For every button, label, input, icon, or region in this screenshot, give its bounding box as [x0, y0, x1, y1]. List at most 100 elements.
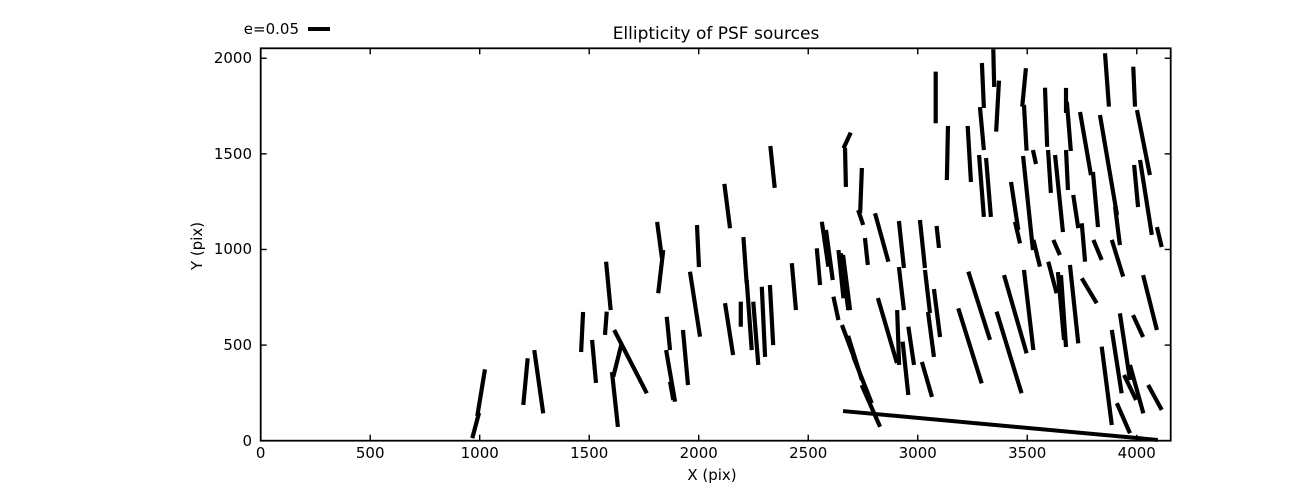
whisker-segment — [895, 310, 902, 366]
whisker-segment — [925, 311, 937, 358]
whisker-segment — [976, 154, 986, 218]
whisker-segment — [965, 125, 974, 183]
whisker-segment — [532, 349, 546, 414]
whisker-segment — [1127, 364, 1146, 414]
whisker-segment — [579, 311, 586, 353]
whisker-segment — [1042, 87, 1050, 147]
whisker-segment — [1058, 274, 1069, 348]
y-tick-label: 1000 — [213, 240, 252, 259]
whisker-segment — [919, 361, 934, 398]
x-tick-label: 3500 — [1008, 444, 1047, 462]
whisker-segment — [1012, 221, 1023, 244]
whisker-segment — [1077, 111, 1094, 176]
whisker-segment — [814, 248, 823, 286]
whisker-segment — [475, 369, 488, 417]
whisker-segment — [1079, 277, 1099, 305]
whisker-segment — [656, 249, 666, 294]
whisker-segment — [896, 266, 907, 311]
whisker-segment — [851, 355, 874, 404]
whisker-segment — [944, 125, 951, 181]
whisker-segment — [722, 183, 733, 229]
whisker-segment — [875, 297, 899, 364]
whisker-segment — [1109, 329, 1124, 394]
axes-frame — [259, 47, 1172, 442]
whisker-segment — [687, 271, 703, 337]
whisker-segment — [751, 301, 761, 366]
x-axis-label: X (pix) — [687, 466, 737, 484]
whisker-segment — [1046, 261, 1059, 294]
whisker-segment — [994, 311, 1024, 394]
whisker-segment — [470, 412, 482, 439]
whisker-segment — [1031, 239, 1042, 268]
legend: e=0.05 — [120, 20, 330, 38]
whisker-segment — [789, 263, 799, 311]
whisker-segment — [759, 286, 768, 358]
x-tick-label: 2500 — [789, 444, 828, 462]
whisker-segment — [922, 269, 933, 314]
whisker-segment — [767, 284, 776, 346]
whisker-segment — [1131, 66, 1138, 107]
whisker-segment — [1002, 274, 1029, 354]
x-tick-label: 1500 — [570, 444, 609, 462]
whisker-segment — [1020, 67, 1029, 107]
long-whisker-segment — [842, 409, 1158, 442]
whisker-segment — [858, 167, 864, 214]
y-tick-label: 0 — [242, 431, 252, 450]
whisker-segment — [977, 106, 986, 151]
x-tick-label: 4000 — [1117, 444, 1156, 462]
whisker-segment — [603, 261, 613, 311]
whisker-segment — [1114, 402, 1132, 435]
whisker-segment — [1071, 194, 1081, 229]
whisker-segment — [979, 62, 986, 109]
whisker-segment — [906, 326, 917, 366]
whisker-segment — [896, 220, 907, 269]
whisker-segment — [611, 342, 624, 378]
whisker-segment — [741, 236, 749, 284]
whisker-segment — [722, 302, 736, 356]
whisker-segment — [1079, 223, 1088, 262]
whisker-segment — [1021, 269, 1036, 351]
whisker-segment — [521, 358, 530, 406]
whisker-segment — [1131, 314, 1146, 338]
whisker-segment — [831, 296, 841, 321]
x-tick-label: 2000 — [679, 444, 718, 462]
whisker-segment — [1137, 159, 1154, 236]
y-tick-label: 1500 — [213, 144, 252, 163]
whisker-segment — [1020, 155, 1036, 251]
whisker-segment — [1063, 149, 1071, 191]
whisker-segment — [1067, 264, 1081, 344]
whisker-segment — [609, 371, 620, 428]
whisker-segment — [1122, 374, 1138, 401]
y-tick-label: 2000 — [213, 49, 252, 68]
whisker-segment — [1146, 384, 1164, 411]
whisker-segment — [664, 316, 673, 351]
whisker-segment — [1051, 239, 1062, 256]
whisker-segment — [602, 311, 609, 336]
whisker-segment — [694, 224, 702, 268]
legend-scale-bar-icon — [308, 27, 330, 31]
whisker-segment — [1132, 164, 1141, 208]
whisker-segment — [667, 381, 676, 401]
whisker-segment — [768, 145, 777, 189]
whisker-segment — [1112, 206, 1122, 246]
whisker-segment — [900, 341, 911, 396]
x-tick-label: 1000 — [460, 444, 499, 462]
whisker-segment — [983, 157, 993, 218]
plot-title: Ellipticity of PSF sources — [612, 24, 820, 44]
whisker-segment — [994, 80, 1002, 132]
whisker-segment — [966, 271, 993, 341]
whisker-segment — [1045, 149, 1053, 194]
x-tick-label: 500 — [355, 444, 385, 462]
whisker-segment — [1141, 274, 1159, 331]
whisker-segment — [1030, 149, 1039, 165]
whisker-segment — [819, 221, 831, 267]
whisker-segment — [1117, 313, 1133, 381]
whisker-segment — [840, 254, 853, 311]
whisker-segment — [956, 307, 984, 384]
whisker-segment — [873, 212, 891, 263]
whisker-segment — [934, 225, 942, 249]
whisker-segment — [1097, 114, 1120, 216]
whisker-segment — [991, 49, 997, 87]
